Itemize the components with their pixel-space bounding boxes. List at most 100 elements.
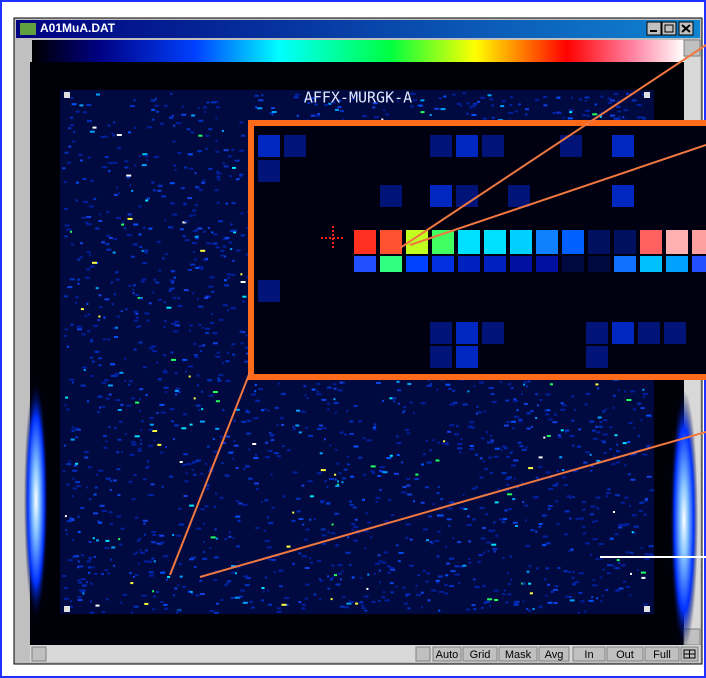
feature — [89, 205, 94, 208]
toolbar-button[interactable] — [432, 646, 462, 662]
cell — [406, 256, 428, 272]
feature — [104, 298, 110, 301]
feature — [253, 456, 259, 459]
feature — [226, 475, 230, 477]
feature — [530, 425, 533, 428]
feature — [298, 518, 304, 520]
feature — [242, 300, 245, 303]
feature — [87, 466, 92, 469]
feature — [304, 394, 307, 397]
toolbar-button[interactable] — [538, 646, 570, 662]
button-label[interactable]: In — [584, 649, 593, 661]
feature — [92, 261, 97, 264]
feature — [286, 449, 291, 452]
feature — [263, 529, 266, 532]
feature — [217, 377, 220, 380]
feature — [139, 409, 142, 412]
feature — [364, 609, 368, 612]
feature — [184, 239, 190, 242]
feature — [348, 500, 352, 503]
feature — [507, 493, 513, 496]
feature — [144, 533, 146, 536]
feature — [592, 579, 595, 581]
feature — [141, 420, 144, 423]
feature — [529, 410, 534, 413]
feature — [407, 383, 412, 385]
feature — [338, 472, 342, 475]
grid-icon-button[interactable] — [680, 646, 699, 662]
feature — [120, 403, 124, 406]
feature — [607, 488, 611, 491]
feature — [83, 451, 89, 454]
feature — [389, 454, 393, 457]
feature — [614, 434, 618, 437]
feature — [255, 527, 260, 529]
feature — [121, 451, 124, 454]
toolbar-button[interactable] — [644, 646, 680, 662]
feature — [172, 534, 175, 536]
feature — [331, 523, 334, 526]
feature — [206, 445, 210, 448]
feature — [105, 397, 110, 400]
feature — [296, 114, 299, 117]
feature — [218, 220, 223, 223]
feature — [98, 521, 103, 524]
feature — [640, 571, 646, 574]
feature — [489, 98, 494, 101]
feature — [547, 505, 553, 507]
feature — [382, 399, 384, 402]
window-controls[interactable] — [646, 21, 694, 36]
feature — [625, 551, 631, 554]
scroll-right[interactable] — [415, 646, 431, 662]
feature — [483, 601, 486, 604]
button-label[interactable]: Out — [616, 649, 634, 661]
feature — [354, 518, 358, 521]
scroll-left[interactable] — [31, 646, 47, 662]
feature — [261, 587, 265, 589]
feature — [457, 443, 463, 445]
feature — [526, 570, 530, 573]
feature — [402, 411, 405, 414]
button-label[interactable]: Grid — [470, 649, 491, 661]
feature — [629, 504, 631, 507]
feature — [200, 267, 204, 270]
feature — [614, 567, 620, 570]
feature — [266, 516, 269, 519]
feature — [73, 427, 79, 430]
feature — [202, 557, 208, 560]
feature — [372, 428, 377, 431]
feature — [270, 559, 276, 561]
feature — [616, 559, 620, 562]
toolbar-button[interactable] — [606, 646, 644, 662]
feature — [63, 295, 68, 298]
button-label[interactable]: Avg — [545, 649, 564, 661]
feature — [341, 481, 344, 484]
feature — [391, 514, 394, 517]
toolbar-button[interactable] — [462, 646, 498, 662]
corner-mark — [64, 606, 70, 612]
feature — [165, 446, 167, 448]
feature — [475, 412, 478, 415]
button-label[interactable]: Auto — [436, 649, 459, 661]
feature — [204, 147, 208, 150]
button-label[interactable]: Mask — [505, 649, 532, 661]
maximize-button[interactable] — [661, 21, 677, 36]
feature — [151, 541, 155, 543]
feature — [153, 595, 156, 598]
feature — [379, 470, 383, 472]
feature — [245, 334, 248, 337]
feature — [592, 538, 598, 541]
feature — [86, 223, 92, 226]
minimize-button[interactable] — [646, 21, 662, 36]
color-scale — [32, 40, 684, 62]
toolbar-button[interactable] — [572, 646, 606, 662]
toolbar-button[interactable] — [498, 646, 538, 662]
feature — [271, 111, 277, 113]
feature — [240, 273, 243, 276]
feature — [271, 439, 275, 441]
button-label[interactable]: Full — [653, 649, 671, 661]
feature — [429, 541, 433, 544]
feature — [154, 104, 159, 107]
feature — [117, 494, 121, 497]
feature — [309, 557, 312, 560]
